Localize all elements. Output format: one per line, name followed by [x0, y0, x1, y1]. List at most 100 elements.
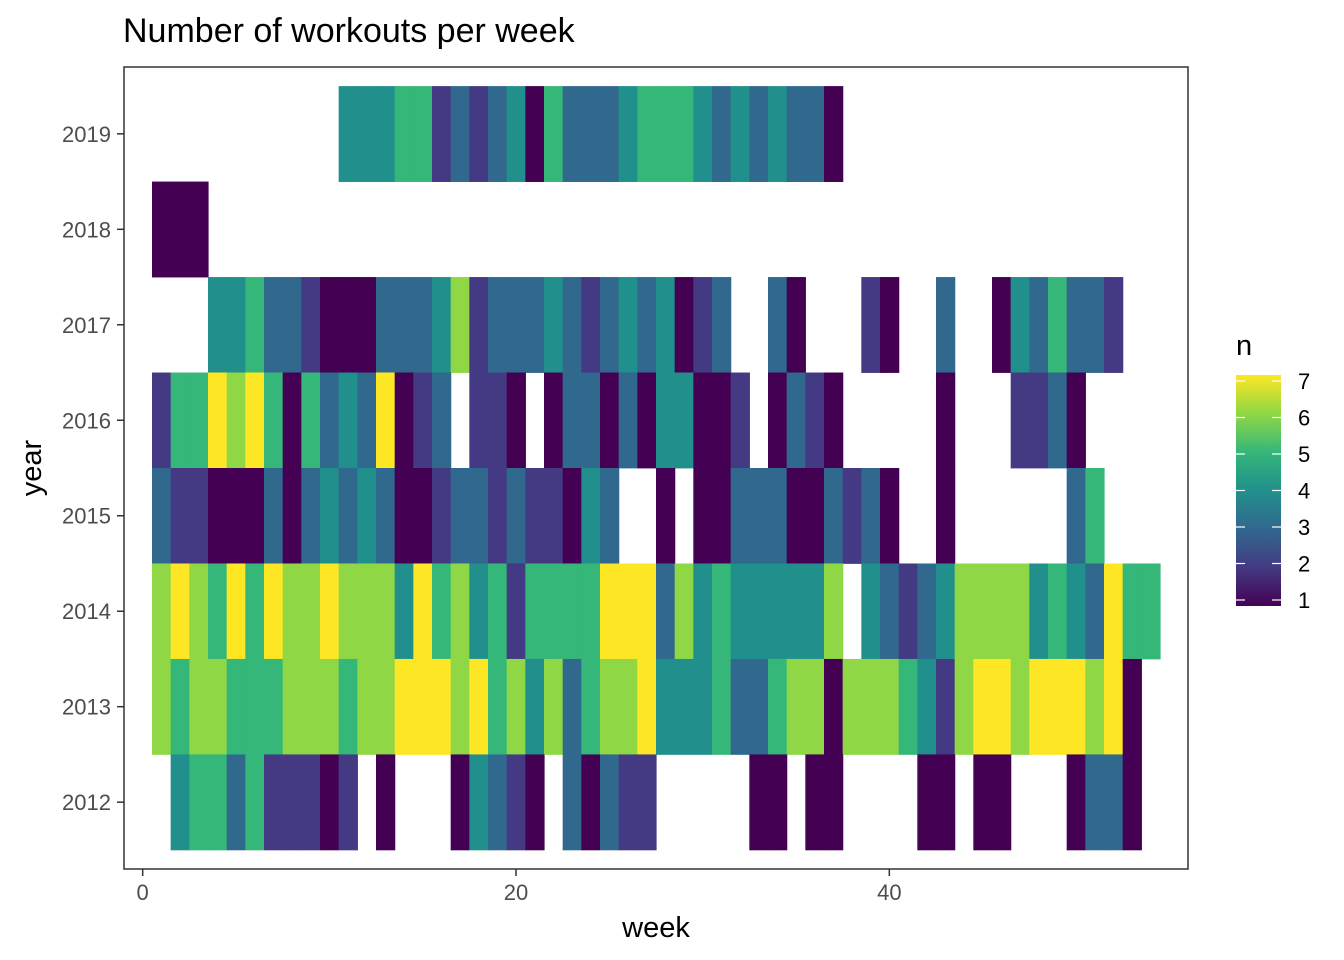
- heatmap-cell: [376, 86, 396, 182]
- heatmap-cell: [525, 563, 545, 660]
- heatmap-cell: [282, 277, 302, 373]
- heatmap-cell: [413, 658, 433, 755]
- heatmap-cell: [992, 563, 1012, 660]
- heatmap-cell: [936, 563, 956, 660]
- heatmap-cell: [674, 372, 694, 469]
- heatmap-cell: [1048, 372, 1068, 469]
- heatmap-cell: [1029, 372, 1049, 469]
- heatmap-cell: [600, 86, 620, 182]
- heatmap-cell: [301, 658, 321, 755]
- heatmap-cell: [208, 563, 228, 660]
- heatmap-cell: [450, 754, 470, 851]
- heatmap-cell: [1104, 277, 1124, 373]
- heatmap-cell: [805, 754, 825, 851]
- heatmap-cell: [693, 277, 713, 373]
- heatmap-cell: [488, 563, 508, 660]
- heatmap-cell: [170, 372, 190, 469]
- heatmap-cell: [1066, 468, 1086, 564]
- heatmap-cell: [1085, 277, 1105, 373]
- heatmap-cell: [413, 372, 433, 469]
- heatmap-cell: [973, 658, 993, 755]
- heatmap-cell: [488, 468, 508, 564]
- heatmap-cell: [749, 563, 769, 660]
- heatmap-cell: [506, 754, 526, 851]
- heatmap-cell: [208, 754, 228, 851]
- heatmap-cells: [152, 86, 1161, 851]
- heatmap-cell: [488, 372, 508, 469]
- heatmap-cell: [1066, 563, 1086, 660]
- heatmap-cell: [357, 86, 377, 182]
- y-tick-label: 2019: [62, 122, 111, 147]
- legend-title: n: [1236, 330, 1252, 362]
- heatmap-cell: [637, 658, 657, 755]
- chart-title: Number of workouts per week: [123, 12, 576, 50]
- heatmap-cell: [674, 277, 694, 373]
- heatmap-cell: [898, 658, 918, 755]
- heatmap-cell: [749, 658, 769, 755]
- heatmap-cell: [469, 658, 489, 755]
- heatmap-cell: [730, 86, 750, 182]
- heatmap-cell: [917, 658, 937, 755]
- heatmap-cell: [1085, 658, 1105, 755]
- heatmap-cell: [1066, 372, 1086, 469]
- heatmap-cell: [432, 277, 452, 373]
- heatmap-cell: [768, 468, 788, 564]
- heatmap-cell: [712, 277, 732, 373]
- heatmap-cell: [282, 563, 302, 660]
- heatmap-cell: [525, 754, 545, 851]
- heatmap-cell: [693, 468, 713, 564]
- heatmap-cell: [170, 658, 190, 755]
- legend-tick-label: 7: [1298, 369, 1310, 394]
- y-tick-label: 2018: [62, 217, 111, 242]
- heatmap-cell: [693, 86, 713, 182]
- heatmap-cell: [208, 468, 228, 564]
- heatmap-cell: [152, 563, 172, 660]
- heatmap-cell: [562, 86, 582, 182]
- legend-tick-label: 1: [1298, 588, 1310, 613]
- heatmap-cell: [1085, 563, 1105, 660]
- heatmap-cell: [320, 754, 340, 851]
- heatmap-cell: [562, 563, 582, 660]
- heatmap-cell: [338, 563, 358, 660]
- heatmap-cell: [488, 754, 508, 851]
- heatmap-cell: [824, 468, 844, 564]
- heatmap-cell: [581, 372, 601, 469]
- heatmap-cell: [581, 658, 601, 755]
- heatmap-cell: [208, 277, 228, 373]
- heatmap-cell: [954, 563, 974, 660]
- heatmap-cell: [730, 372, 750, 469]
- heatmap-cell: [786, 277, 806, 373]
- heatmap-cell: [693, 658, 713, 755]
- heatmap-cell: [712, 658, 732, 755]
- heatmap-cell: [394, 468, 414, 564]
- heatmap-cell: [1048, 277, 1068, 373]
- heatmap-cell: [301, 277, 321, 373]
- legend-tick-label: 2: [1298, 552, 1310, 577]
- heatmap-cell: [488, 86, 508, 182]
- heatmap-cell: [824, 658, 844, 755]
- heatmap-cell: [917, 563, 937, 660]
- heatmap-cell: [992, 754, 1012, 851]
- heatmap-cell: [936, 754, 956, 851]
- heatmap-cell: [189, 372, 209, 469]
- heatmap-cell: [357, 372, 377, 469]
- heatmap-cell: [376, 658, 396, 755]
- heatmap-cell: [824, 563, 844, 660]
- heatmap-cell: [432, 86, 452, 182]
- heatmap-cell: [432, 468, 452, 564]
- x-tick-label: 40: [877, 880, 901, 905]
- heatmap-cell: [376, 277, 396, 373]
- heatmap-cell: [264, 754, 284, 851]
- heatmap-cell: [338, 754, 358, 851]
- y-axis: 2012 2013 2014 2015 2016 2017 2018 2019: [62, 122, 124, 815]
- heatmap-cell: [712, 563, 732, 660]
- heatmap-cell: [786, 658, 806, 755]
- heatmap-cell: [320, 468, 340, 564]
- heatmap-cell: [506, 563, 526, 660]
- heatmap-cell: [562, 754, 582, 851]
- heatmap-cell: [264, 277, 284, 373]
- heatmap-cell: [301, 754, 321, 851]
- heatmap-cell: [637, 277, 657, 373]
- heatmap-cell: [282, 658, 302, 755]
- heatmap-cell: [880, 277, 900, 373]
